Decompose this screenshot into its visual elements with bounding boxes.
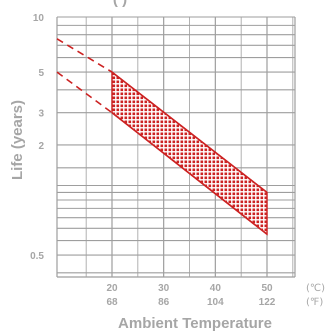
y-tick-label: 10 [33,13,45,24]
y-tick-label: 5 [38,68,44,79]
x-tick-label-celsius: 40 [210,283,222,294]
lower-boundary-line [111,112,268,235]
y-tick-label: 0.5 [30,251,44,262]
x-tick-label-fahrenheit: 104 [207,297,224,308]
lower-extrapolation-line [56,71,113,114]
upper-extrapolation-line [56,38,113,73]
y-axis-label: Life (years) [9,100,26,180]
x-tick-label-celsius: 20 [106,283,118,294]
y-tick-label: 3 [38,109,44,120]
x-tick-label-celsius: 50 [261,283,273,294]
x-tick-label-fahrenheit: 68 [106,297,118,308]
upper-boundary-line [111,71,268,194]
unit-fahrenheit-label: (℉) [306,297,323,308]
chart-title-fragment: ( ) [113,0,127,8]
x-axis-label: Ambient Temperature [118,315,272,331]
y-tick-label: 2 [38,141,44,152]
x-tick-label-celsius: 30 [158,283,170,294]
unit-celsius-label: (℃) [306,283,325,294]
x-tick-label-fahrenheit: 122 [259,297,276,308]
life-lines [56,38,268,235]
x-tick-label-fahrenheit: 86 [158,297,170,308]
tick-labels: 10 5 3 2 0.5 20 68 30 86 40 104 50 122 [30,13,276,308]
